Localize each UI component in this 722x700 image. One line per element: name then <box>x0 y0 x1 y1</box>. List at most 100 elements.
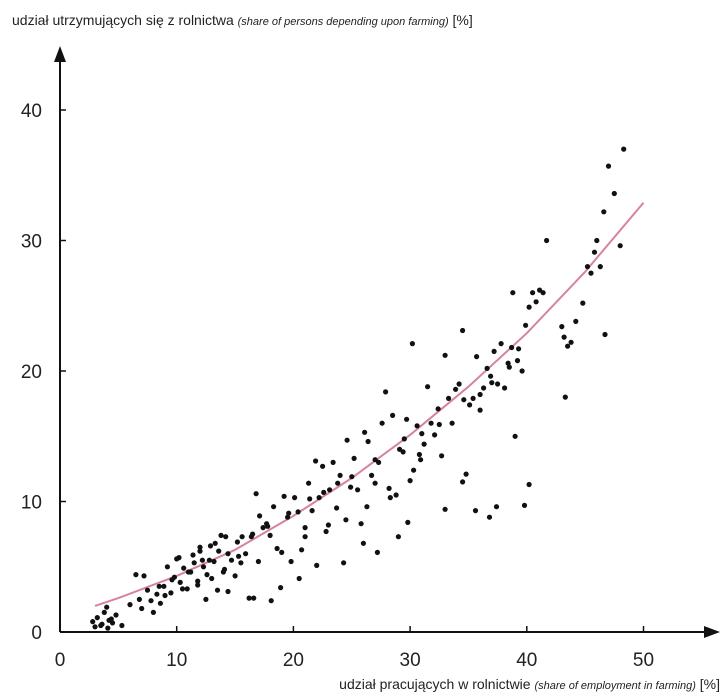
data-point <box>190 552 196 558</box>
data-point <box>316 495 322 501</box>
data-point <box>157 600 163 606</box>
data-point <box>435 406 441 412</box>
data-point <box>588 270 594 276</box>
data-point <box>144 587 151 593</box>
data-point <box>442 352 448 358</box>
y-tick-label: 30 <box>21 232 42 253</box>
data-point <box>474 354 480 360</box>
data-point <box>432 432 438 438</box>
data-point <box>296 575 302 582</box>
data-point <box>279 549 285 556</box>
data-point <box>493 504 500 510</box>
data-point <box>139 605 145 612</box>
data-point <box>239 534 245 540</box>
data-point <box>334 505 340 511</box>
data-point <box>197 548 203 554</box>
data-point <box>526 481 532 488</box>
data-point <box>365 438 371 445</box>
data-point <box>248 534 254 540</box>
data-point <box>195 582 201 588</box>
data-point <box>136 596 142 603</box>
data-point <box>302 525 308 531</box>
data-point <box>498 341 504 347</box>
data-point <box>267 532 273 539</box>
data-point <box>617 243 623 249</box>
data-point <box>400 449 406 455</box>
data-point <box>584 264 591 270</box>
data-point <box>225 588 231 595</box>
data-point <box>568 339 574 345</box>
y-axis-title-translation: (share of persons depending upon farming… <box>237 16 449 28</box>
data-point <box>238 560 244 566</box>
data-point <box>90 619 96 625</box>
data-point <box>177 579 183 586</box>
data-point <box>506 364 512 370</box>
data-point <box>481 385 487 391</box>
data-point <box>621 146 627 152</box>
data-point <box>611 190 617 197</box>
data-point <box>488 373 494 379</box>
data-point <box>325 522 331 528</box>
data-point <box>164 564 170 570</box>
y-tick-label: 40 <box>21 101 42 122</box>
data-point <box>127 602 133 608</box>
data-point <box>393 492 399 498</box>
x-tick-label: 40 <box>516 650 537 671</box>
data-point <box>265 523 271 529</box>
data-point <box>446 395 452 401</box>
data-point <box>335 480 341 486</box>
data-point <box>505 360 511 366</box>
data-point <box>477 407 483 413</box>
y-axis-arrow <box>54 46 66 62</box>
data-point <box>179 586 186 592</box>
data-point <box>491 348 497 354</box>
data-point <box>181 565 187 571</box>
data-point <box>176 555 182 561</box>
data-point <box>419 431 425 437</box>
data-point <box>355 487 361 493</box>
data-point <box>519 368 525 374</box>
data-point <box>92 624 98 630</box>
data-point <box>442 506 448 512</box>
data-point <box>602 331 608 338</box>
data-point <box>206 557 212 563</box>
data-point <box>330 459 336 465</box>
data-point <box>387 495 393 501</box>
data-point <box>512 433 518 439</box>
data-point <box>372 480 378 486</box>
data-point <box>386 485 392 491</box>
data-point <box>197 544 203 550</box>
data-point <box>521 502 528 508</box>
data-point <box>191 560 197 566</box>
data-point <box>360 540 366 546</box>
x-axis-title-translation: (share of employment in farming) <box>534 680 696 692</box>
data-point <box>220 569 226 575</box>
data-point <box>285 514 291 520</box>
x-axis-title-unit: [%] <box>699 676 720 692</box>
data-point <box>489 380 495 386</box>
data-point <box>154 591 160 597</box>
data-point <box>232 573 238 579</box>
y-tick-label: 10 <box>21 493 42 514</box>
data-point <box>113 612 119 618</box>
data-point <box>369 472 375 478</box>
data-point <box>299 547 305 553</box>
y-tick-label: 0 <box>31 623 42 644</box>
data-point <box>99 621 105 627</box>
data-point <box>561 334 567 340</box>
x-axis-title-main: udział pracujących w rolnictwie <box>339 676 531 692</box>
data-point <box>200 564 207 570</box>
data-point <box>253 491 259 497</box>
x-tick-label: 30 <box>400 650 421 671</box>
data-point <box>204 572 210 578</box>
data-point <box>255 558 261 565</box>
data-point <box>212 540 218 546</box>
data-point <box>302 534 308 540</box>
y-axis-title-unit: [%] <box>452 12 473 28</box>
data-point <box>320 463 326 469</box>
data-point <box>257 513 263 519</box>
data-point <box>404 416 410 422</box>
data-point <box>228 557 235 563</box>
data-point <box>395 534 401 540</box>
data-point <box>306 480 312 486</box>
